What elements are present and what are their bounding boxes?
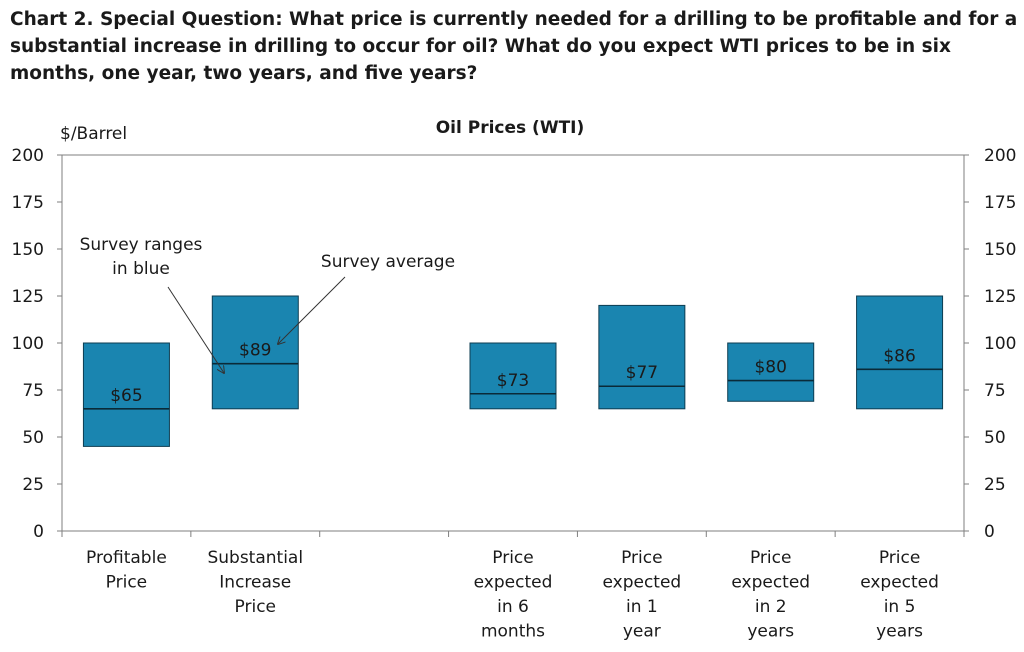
- range-bar: [727, 342, 815, 402]
- x-category-label-line: in 2: [755, 597, 787, 617]
- x-category-label-line: expected: [474, 573, 553, 593]
- y-axis-label: $/Barrel: [60, 124, 127, 144]
- y-tick-label-left: 25: [22, 475, 44, 495]
- y-tick-label-left: 125: [12, 287, 44, 307]
- plot-area: 0 0 25 25 50 50 75 75 100 100 125 125 150 150 175 175 20…: [12, 146, 1017, 642]
- y-tick-label-right: 100: [984, 334, 1016, 354]
- y-tick-label-right: 75: [984, 381, 1006, 401]
- x-category-label-line: Price: [106, 573, 147, 593]
- y-tick-label-right: 125: [984, 287, 1016, 307]
- x-category-label: Price expected in 5 years: [860, 548, 939, 642]
- range-bar: [598, 304, 686, 410]
- x-category-label: Substantial Increase Price: [207, 548, 303, 617]
- range-bar: [856, 295, 944, 410]
- x-category-label: Price expected in 1 year: [602, 548, 681, 642]
- title-line: months, one year, two years, and five ye…: [10, 63, 478, 84]
- y-tick-label-left: 0: [33, 522, 44, 542]
- x-category-label-line: Price: [492, 548, 533, 568]
- x-category-label-line: months: [481, 622, 545, 642]
- y-tick-label-right: 0: [984, 522, 995, 542]
- y-tick-label-right: 200: [984, 146, 1016, 166]
- y-tick-label-right: 50: [984, 428, 1006, 448]
- y-tick-label-left: 200: [12, 146, 44, 166]
- x-category-label-line: years: [747, 622, 794, 642]
- x-category-label-line: Price: [879, 548, 920, 568]
- average-label: $89: [239, 341, 271, 361]
- x-category-label: Price expected in 2 years: [731, 548, 810, 642]
- x-category-label-line: Increase: [219, 573, 291, 593]
- y-tick-label-right: 150: [984, 240, 1016, 260]
- x-category-label-line: expected: [602, 573, 681, 593]
- x-category-label-line: Price: [750, 548, 791, 568]
- average-label: $77: [626, 363, 658, 383]
- range-bar: [469, 342, 557, 410]
- y-tick-label-left: 175: [12, 193, 44, 213]
- x-category-label-line: in 1: [626, 597, 658, 617]
- x-category-label-line: expected: [860, 573, 939, 593]
- y-tick-label-right: 175: [984, 193, 1016, 213]
- average-label: $73: [497, 371, 529, 391]
- annotation-arrow-ranges: [167, 286, 224, 373]
- range-bar: [211, 295, 299, 410]
- annotation-arrow-average: [278, 276, 346, 344]
- x-category-label: Price expected in 6 months: [474, 548, 553, 642]
- x-category-label-line: Profitable: [86, 548, 167, 568]
- x-category-label-line: years: [876, 622, 923, 642]
- average-label: $86: [883, 346, 915, 366]
- x-category-label-line: in 5: [884, 597, 916, 617]
- annotation-line: in blue: [112, 259, 170, 279]
- y-tick-label-left: 150: [12, 240, 44, 260]
- x-category-label: Profitable Price: [86, 548, 167, 593]
- y-tick-label-left: 100: [12, 334, 44, 354]
- x-category-label-line: Price: [235, 597, 276, 617]
- chart-title: Chart 2. Special Question: What price is…: [10, 6, 1020, 87]
- y-tick-label-right: 25: [984, 475, 1006, 495]
- x-category-label-line: year: [623, 622, 661, 642]
- annotation-survey-average: Survey average: [321, 252, 455, 272]
- range-bar: [82, 342, 170, 447]
- title-line: substantial increase in drilling to occu…: [10, 36, 951, 57]
- y-tick-label-left: 50: [22, 428, 44, 448]
- x-category-label-line: in 6: [497, 597, 529, 617]
- average-label: $65: [110, 386, 142, 406]
- x-category-label-line: Price: [621, 548, 662, 568]
- title-line: Chart 2. Special Question: What price is…: [10, 9, 1018, 30]
- chart-subtitle: Oil Prices (WTI): [436, 118, 585, 138]
- x-category-label-line: Substantial: [207, 548, 303, 568]
- annotation-survey-ranges: Survey ranges in blue: [80, 235, 203, 279]
- annotation-line: Survey ranges: [80, 235, 203, 255]
- average-label: $80: [754, 358, 786, 378]
- y-tick-label-left: 75: [22, 381, 44, 401]
- x-category-label-line: expected: [731, 573, 810, 593]
